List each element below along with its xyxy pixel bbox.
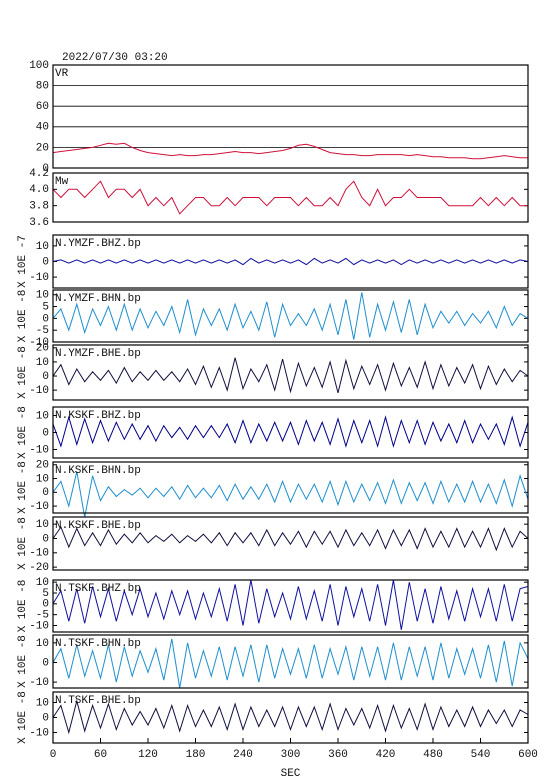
y-tick-label: 100 (29, 60, 49, 72)
y-tick-label: 10 (36, 473, 49, 485)
series-name: N.YMZF.BHN.bp (55, 293, 141, 305)
y-tick-label: -10 (29, 444, 49, 456)
y-tick-label: 10 (36, 519, 49, 531)
series-line (52, 180, 528, 215)
series-name: N.KSKF.BHZ.bp (55, 410, 141, 422)
series-line (52, 292, 529, 340)
y-tick-label: 0 (42, 313, 49, 325)
y-tick-label: -10 (29, 677, 49, 689)
series-line (52, 142, 528, 160)
y-axis-label: X 10E -8 (17, 346, 29, 399)
y-tick-label: 3.6 (29, 217, 49, 229)
series-line (52, 471, 529, 518)
y-tick-label: 10 (36, 638, 49, 650)
series-name: VR (55, 68, 69, 80)
y-axis-label: X 10E -8 (17, 691, 29, 744)
y-tick-label: 0 (42, 657, 49, 669)
y-tick-label: 10 (36, 697, 49, 709)
x-tick-label: 60 (94, 749, 107, 761)
x-tick-label: 240 (233, 749, 253, 761)
y-tick-label: -10 (29, 501, 49, 513)
y-tick-label: 0 (42, 256, 49, 268)
y-tick-label: 60 (36, 101, 49, 113)
series-line (52, 699, 529, 735)
y-tick-label: 3.8 (29, 201, 49, 213)
y-tick-label: -10 (29, 385, 49, 397)
y-tick-label: 10 (36, 410, 49, 422)
x-tick-label: 600 (518, 749, 538, 761)
x-tick-label: 300 (281, 749, 301, 761)
panel-frame (52, 634, 529, 689)
y-tick-label: -10 (29, 620, 49, 632)
series-name: N.TSKF.BHE.bp (55, 695, 141, 707)
y-tick-label: 0 (42, 427, 49, 439)
series-line (52, 415, 529, 448)
y-tick-label: 0 (42, 163, 49, 175)
y-tick-label: 4.0 (29, 184, 49, 196)
y-tick-label: 80 (36, 81, 49, 93)
y-tick-label: -10 (29, 727, 49, 739)
y-tick-label: 0 (42, 599, 49, 611)
panel-frame (52, 579, 529, 633)
y-tick-label: 10 (36, 577, 49, 589)
x-axis-label: SEC (281, 768, 301, 780)
series-name: N.YMZF.BHE.bp (55, 348, 141, 360)
y-tick-label: -20 (29, 562, 49, 574)
panel-frame (52, 234, 529, 289)
panel-frame (52, 461, 529, 514)
panel-frame (52, 172, 529, 223)
y-tick-label: 0 (42, 712, 49, 724)
y-tick-label: -5 (36, 610, 49, 622)
series-line (52, 357, 529, 394)
y-axis-label: X 10E -8 (17, 406, 29, 459)
y-tick-label: 0 (42, 533, 49, 545)
y-tick-label: -10 (29, 548, 49, 560)
y-axis-label: X 10E -8 (17, 290, 29, 343)
y-axis-label: X 10E -8 (17, 635, 29, 688)
y-tick-label: -10 (29, 337, 49, 349)
y-axis-label: X 10E -7 (17, 235, 29, 288)
panel-frame (52, 289, 529, 343)
series-name: N.TSKF.BHN.bp (55, 638, 141, 650)
series-name: N.YMZF.BHZ.bp (55, 238, 141, 250)
y-tick-label: 4.2 (29, 168, 49, 180)
y-tick-label: 5 (42, 588, 49, 600)
panel-frame (52, 64, 529, 169)
y-tick-label: 0 (42, 487, 49, 499)
y-axis-label: X 10E -8 (17, 580, 29, 633)
series-name: N.KSKF.BHE.bp (55, 520, 141, 532)
y-tick-label: 10 (36, 357, 49, 369)
x-tick-label: 0 (50, 749, 57, 761)
x-tick-label: 120 (138, 749, 158, 761)
y-tick-label: 0 (42, 371, 49, 383)
y-tick-label: -10 (29, 272, 49, 284)
y-tick-label: 40 (36, 122, 49, 134)
y-tick-label: 20 (36, 142, 49, 154)
x-tick-label: 420 (376, 749, 396, 761)
x-tick-label: 180 (186, 749, 206, 761)
x-tick-label: 360 (328, 749, 348, 761)
panel-frame (52, 516, 529, 571)
x-tick-label: 540 (471, 749, 491, 761)
series-line (52, 579, 529, 630)
panel-frame (52, 406, 529, 459)
y-axis-label: X 10E -8 (17, 461, 29, 514)
y-axis-label: X 10E -8 (17, 517, 29, 570)
chart-title: 2022/07/30 03:20 (62, 52, 168, 64)
series-name: N.TSKF.BHZ.bp (55, 583, 141, 595)
series-name: Mw (55, 176, 69, 188)
y-tick-label: 20 (36, 460, 49, 472)
series-line (52, 638, 529, 689)
x-tick-label: 480 (423, 749, 443, 761)
panel-frame (52, 344, 529, 401)
series-line (52, 257, 529, 266)
y-tick-label: 20 (36, 343, 49, 355)
y-tick-label: 10 (36, 290, 49, 302)
y-tick-label: 5 (42, 301, 49, 313)
series-line (52, 525, 529, 552)
series-name: N.KSKF.BHN.bp (55, 465, 141, 477)
y-tick-label: -5 (36, 325, 49, 337)
y-tick-label: 10 (36, 241, 49, 253)
